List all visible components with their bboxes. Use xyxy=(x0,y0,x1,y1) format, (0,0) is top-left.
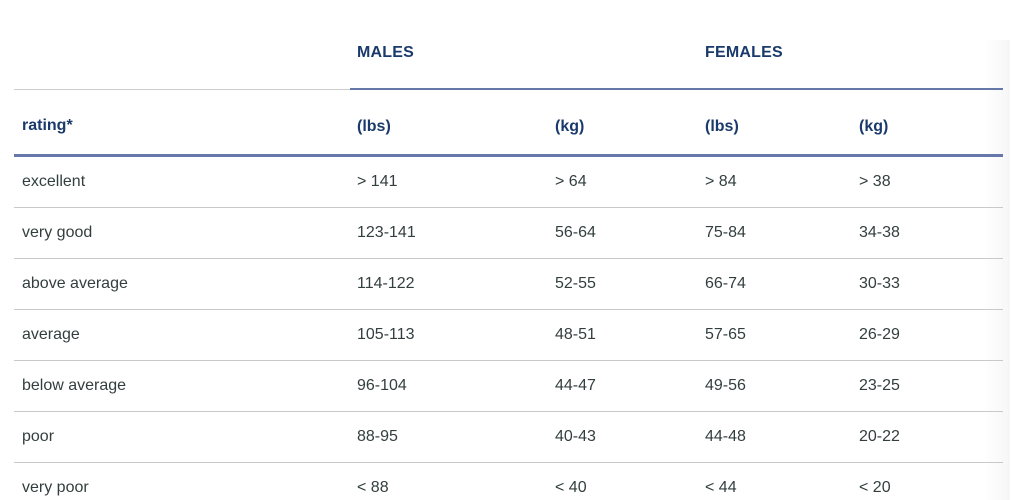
value-males-kg: 52-55 xyxy=(548,258,698,310)
group-header-females: FEMALES xyxy=(698,0,1004,90)
value-females-kg: < 20 xyxy=(852,462,1004,500)
value-females-lbs: 44-48 xyxy=(698,411,852,463)
column-header-males-kg: (kg) xyxy=(548,89,698,157)
rating-label: above average xyxy=(14,258,350,310)
value-males-kg: < 40 xyxy=(548,462,698,500)
value-males-lbs: 114-122 xyxy=(350,258,548,310)
rating-label: below average xyxy=(14,360,350,412)
value-females-kg: 34-38 xyxy=(852,207,1004,259)
table-row-very-good: very good 123-141 56-64 75-84 34-38 xyxy=(14,207,1004,259)
rating-label: average xyxy=(14,309,350,361)
table-row-excellent: excellent > 141 > 64 > 84 > 38 xyxy=(14,155,1004,208)
value-males-kg: 40-43 xyxy=(548,411,698,463)
value-males-kg: 48-51 xyxy=(548,309,698,361)
column-header-females-kg: (kg) xyxy=(852,89,1004,157)
norms-table: MALES FEMALES rating* (lbs) (kg) (lbs) (… xyxy=(14,0,1004,500)
column-header-females-lbs: (lbs) xyxy=(698,89,852,157)
corner-cell xyxy=(14,0,350,90)
value-females-lbs: > 84 xyxy=(698,155,852,208)
column-header-males-lbs: (lbs) xyxy=(350,89,548,157)
rating-label: very good xyxy=(14,207,350,259)
group-header-males: MALES xyxy=(350,0,698,90)
value-males-lbs: < 88 xyxy=(350,462,548,500)
group-header-row: MALES FEMALES xyxy=(14,0,1004,90)
rating-label: very poor xyxy=(14,462,350,500)
rating-label: poor xyxy=(14,411,350,463)
value-females-lbs: < 44 xyxy=(698,462,852,500)
value-males-lbs: 88-95 xyxy=(350,411,548,463)
rating-label: excellent xyxy=(14,155,350,208)
value-males-lbs: 123-141 xyxy=(350,207,548,259)
value-males-kg: > 64 xyxy=(548,155,698,208)
table-row-above-average: above average 114-122 52-55 66-74 30-33 xyxy=(14,258,1004,310)
table-row-poor: poor 88-95 40-43 44-48 20-22 xyxy=(14,411,1004,463)
value-females-lbs: 66-74 xyxy=(698,258,852,310)
value-females-kg: 23-25 xyxy=(852,360,1004,412)
value-females-lbs: 57-65 xyxy=(698,309,852,361)
value-males-kg: 56-64 xyxy=(548,207,698,259)
column-header-row: rating* (lbs) (kg) (lbs) (kg) xyxy=(14,89,1004,157)
column-header-rating: rating* xyxy=(14,89,350,157)
value-males-lbs: > 141 xyxy=(350,155,548,208)
value-females-kg: 20-22 xyxy=(852,411,1004,463)
value-females-kg: 26-29 xyxy=(852,309,1004,361)
table-row-average: average 105-113 48-51 57-65 26-29 xyxy=(14,309,1004,361)
value-males-lbs: 96-104 xyxy=(350,360,548,412)
value-males-lbs: 105-113 xyxy=(350,309,548,361)
table-row-below-average: below average 96-104 44-47 49-56 23-25 xyxy=(14,360,1004,412)
value-females-kg: > 38 xyxy=(852,155,1004,208)
value-females-kg: 30-33 xyxy=(852,258,1004,310)
table-row-very-poor: very poor < 88 < 40 < 44 < 20 xyxy=(14,462,1004,500)
value-females-lbs: 75-84 xyxy=(698,207,852,259)
value-males-kg: 44-47 xyxy=(548,360,698,412)
value-females-lbs: 49-56 xyxy=(698,360,852,412)
